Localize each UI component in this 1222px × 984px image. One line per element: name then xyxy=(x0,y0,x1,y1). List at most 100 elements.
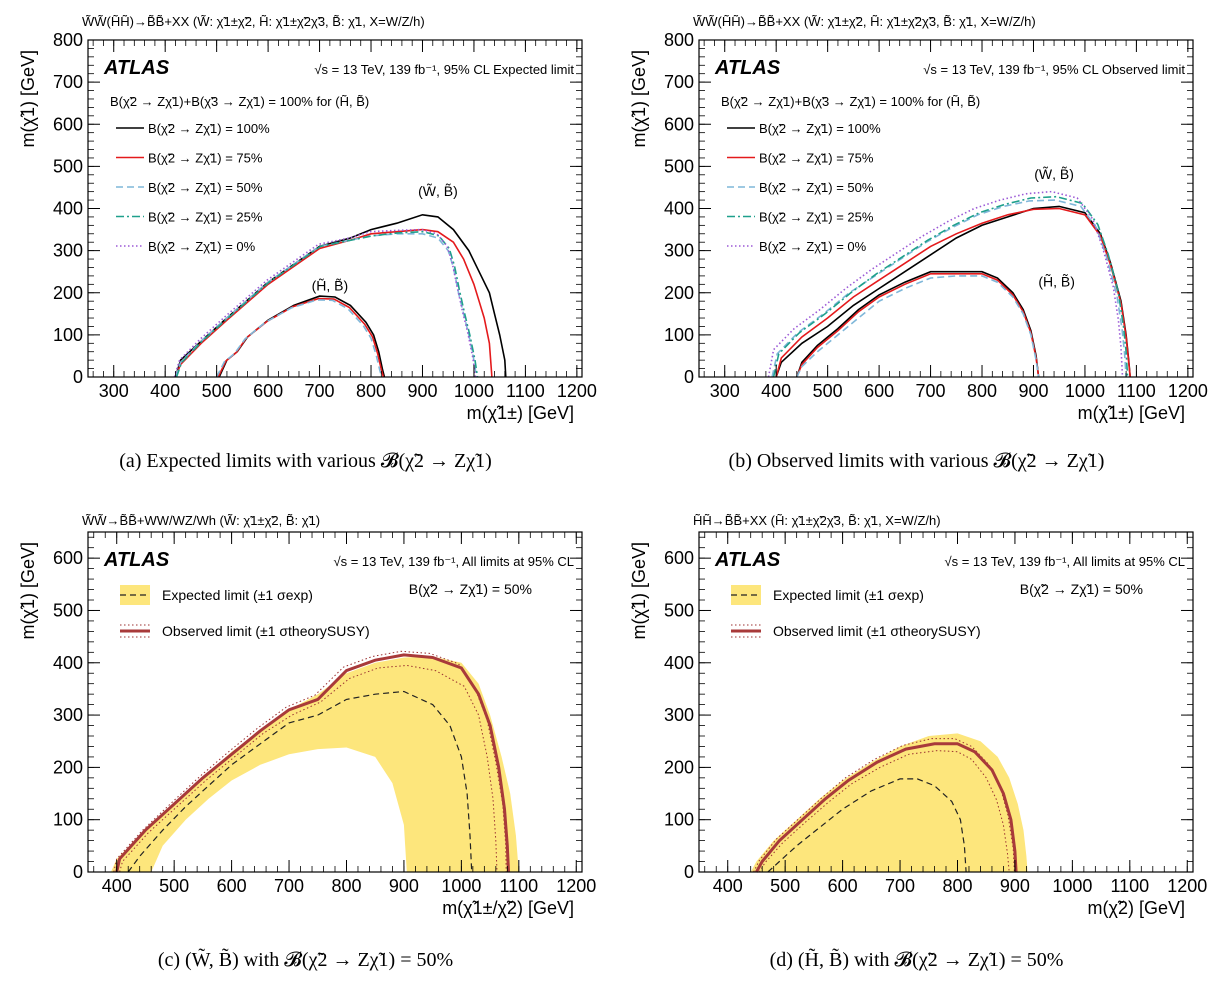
y-tick-label: 300 xyxy=(664,241,694,261)
lumi-label: √s = 13 TeV, 139 fb⁻¹, All limits at 95%… xyxy=(333,554,574,569)
x-tick-label: 500 xyxy=(770,876,800,896)
series-line-H-6 xyxy=(217,297,385,378)
x-tick-label: 1100 xyxy=(1110,876,1149,896)
x-tick-label: 1100 xyxy=(506,381,545,401)
series-line-H-7 xyxy=(215,299,383,378)
y-tick-label: 600 xyxy=(664,548,694,568)
x-tick-label: 900 xyxy=(389,876,419,896)
y-tick-label: 200 xyxy=(53,757,83,777)
x-axis-label: m(χ̃2) [GeV] xyxy=(1088,898,1185,918)
y-tick-label: 0 xyxy=(684,367,694,387)
x-tick-label: 1000 xyxy=(1052,876,1092,896)
expected-band xyxy=(750,733,1028,872)
legend-observed-label: Observed limit (±1 σtheorySUSY) xyxy=(162,623,370,639)
x-tick-label: 600 xyxy=(864,381,894,401)
x-tick-label: 500 xyxy=(202,381,232,401)
x-tick-label: 400 xyxy=(102,876,132,896)
x-tick-label: 800 xyxy=(356,381,386,401)
x-tick-label: 900 xyxy=(1018,381,1048,401)
y-tick-label: 400 xyxy=(664,199,694,219)
x-tick-label: 1200 xyxy=(557,381,597,401)
x-tick-label: 500 xyxy=(159,876,189,896)
x-tick-label: 1200 xyxy=(556,876,596,896)
x-tick-label: 600 xyxy=(828,876,858,896)
lumi-label: √s = 13 TeV, 139 fb⁻¹, 95% CL Expected l… xyxy=(314,62,574,77)
lumi-label: √s = 13 TeV, 139 fb⁻¹, All limits at 95%… xyxy=(944,554,1185,569)
legend-label-2: B(χ̃2 → Zχ̃1) = 50% xyxy=(759,180,874,195)
x-tick-label: 700 xyxy=(916,381,946,401)
x-axis-label: m(χ̃1±) [GeV] xyxy=(467,403,574,423)
series-line-W-3 xyxy=(772,195,1129,378)
x-tick-label: 700 xyxy=(885,876,915,896)
y-tick-label: 700 xyxy=(53,72,83,92)
x-tick-label: 400 xyxy=(761,381,791,401)
chart-b: W̃W̃(H̃H̃)→B̃B̃+XX (W̃: χ̃1±χ̃2, H̃: χ̃1… xyxy=(629,14,1208,423)
x-tick-label: 300 xyxy=(710,381,740,401)
y-axis-label: m(χ̃1) [GeV] xyxy=(629,50,649,147)
region-label-1: (H̃, B̃) xyxy=(312,277,349,293)
x-tick-label: 800 xyxy=(331,876,361,896)
legend-label-1: B(χ̃2 → Zχ̃1) = 75% xyxy=(148,151,263,166)
atlas-label: ATLAS xyxy=(103,57,170,79)
plot-frame xyxy=(87,39,583,378)
y-tick-label: 200 xyxy=(664,283,694,303)
y-tick-label: 300 xyxy=(53,705,83,725)
expected-line xyxy=(767,778,967,873)
y-tick-label: 600 xyxy=(53,548,83,568)
y-tick-label: 500 xyxy=(53,600,83,620)
region-label-0: (W̃, B̃) xyxy=(418,183,458,199)
y-tick-label: 200 xyxy=(664,757,694,777)
legend-header: B(χ̃2 → Zχ̃1)+B(χ̃3 → Zχ̃1) = 100% for (… xyxy=(721,94,980,109)
y-tick-label: 100 xyxy=(664,810,694,830)
x-tick-label: 800 xyxy=(942,876,972,896)
region-label-1: (H̃, B̃) xyxy=(1038,273,1075,289)
x-tick-label: 600 xyxy=(253,381,283,401)
expected-band-hole xyxy=(151,747,407,872)
legend-label-1: B(χ̃2 → Zχ̃1) = 75% xyxy=(759,151,874,166)
legend-observed-label: Observed limit (±1 σtheorySUSY) xyxy=(773,623,981,639)
panel-b: W̃W̃(H̃H̃)→B̃B̃+XX (W̃: χ̃1±χ̃2, H̃: χ̃1… xyxy=(611,0,1222,492)
x-tick-label: 400 xyxy=(150,381,180,401)
x-tick-label: 400 xyxy=(713,876,743,896)
x-tick-label: 1000 xyxy=(441,876,481,896)
series-line-W-1 xyxy=(174,228,493,378)
y-tick-label: 400 xyxy=(664,653,694,673)
lumi-label: √s = 13 TeV, 139 fb⁻¹, 95% CL Observed l… xyxy=(923,62,1185,77)
observed-line xyxy=(755,742,1018,873)
legend-label-4: B(χ̃2 → Zχ̃1) = 0% xyxy=(759,239,867,254)
y-tick-label: 600 xyxy=(53,114,83,134)
y-tick-label: 400 xyxy=(53,653,83,673)
y-tick-label: 700 xyxy=(664,72,694,92)
expected-line xyxy=(127,690,473,873)
chart-title: W̃W̃(H̃H̃)→B̃B̃+XX (W̃: χ̃1±χ̃2, H̃: χ̃1… xyxy=(693,14,1036,29)
chart-c: W̃W̃→B̃B̃+WW/WZ/Wh (W̃: χ̃1±χ̃2, B̃: χ̃1… xyxy=(18,513,596,918)
observed-down-line xyxy=(119,664,498,873)
x-tick-label: 900 xyxy=(407,381,437,401)
y-axis-label: m(χ̃1) [GeV] xyxy=(18,542,38,639)
legend-label-3: B(χ̃2 → Zχ̃1) = 25% xyxy=(759,210,874,225)
chart-title: W̃W̃(H̃H̃)→B̃B̃+XX (W̃: χ̃1±χ̃2, H̃: χ̃1… xyxy=(82,14,425,29)
legend-expected-label: Expected limit (±1 σexp) xyxy=(773,587,924,603)
x-tick-label: 600 xyxy=(217,876,247,896)
x-tick-label: 300 xyxy=(99,381,129,401)
x-tick-label: 800 xyxy=(967,381,997,401)
legend-label-0: B(χ̃2 → Zχ̃1) = 100% xyxy=(759,121,881,136)
y-tick-label: 0 xyxy=(73,862,83,882)
branching-label: B(χ̃2 → Zχ̃1) = 50% xyxy=(409,581,532,597)
series-line-H-7 xyxy=(796,275,1040,378)
series-line-W-2 xyxy=(174,233,478,378)
y-axis-label: m(χ̃1) [GeV] xyxy=(18,50,38,147)
caption-b: (b) Observed limits with various 𝓑(χ̃2 →… xyxy=(728,450,1105,472)
legend-label-3: B(χ̃2 → Zχ̃1) = 25% xyxy=(148,210,263,225)
x-tick-label: 900 xyxy=(1000,876,1030,896)
y-tick-label: 100 xyxy=(53,810,83,830)
y-tick-label: 500 xyxy=(53,156,83,176)
y-tick-label: 400 xyxy=(53,199,83,219)
series-line-W-1 xyxy=(775,207,1131,378)
y-tick-label: 100 xyxy=(664,325,694,345)
y-tick-label: 600 xyxy=(664,114,694,134)
caption-d: (d) (H̃, B̃) with 𝓑(χ̃2 → Zχ̃1) = 50% xyxy=(769,949,1064,971)
branching-label: B(χ̃2 → Zχ̃1) = 50% xyxy=(1020,581,1143,597)
atlas-label: ATLAS xyxy=(103,549,170,571)
observed-down-line xyxy=(758,750,1010,873)
